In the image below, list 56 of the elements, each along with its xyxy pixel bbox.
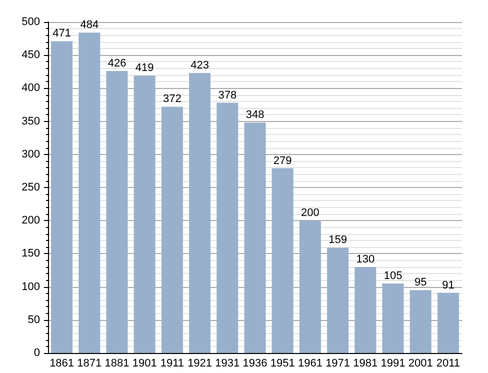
x-tick-label: 1951 — [270, 358, 295, 370]
x-tick-label: 1931 — [215, 358, 240, 370]
x-tick-label: 1881 — [104, 358, 130, 370]
bar — [327, 248, 349, 353]
data-label: 419 — [135, 62, 154, 74]
y-tick-label: 100 — [22, 280, 40, 293]
y-tick-label: 450 — [22, 49, 40, 62]
bar — [51, 41, 73, 353]
x-tick-label: 2001 — [408, 358, 433, 370]
bar — [410, 290, 432, 353]
bar — [272, 168, 294, 353]
data-label: 423 — [190, 59, 209, 72]
data-label: 200 — [301, 207, 320, 220]
data-label: 471 — [52, 28, 71, 40]
x-tick-label: 1871 — [77, 358, 102, 370]
data-label: 95 — [414, 276, 427, 289]
bar — [189, 72, 211, 353]
data-label: 279 — [273, 154, 292, 167]
bar — [354, 266, 376, 353]
bar — [106, 70, 128, 353]
x-tick-label: 1991 — [380, 358, 406, 370]
x-tick-label: 1981 — [353, 358, 378, 370]
x-tick-label: 1921 — [188, 358, 212, 370]
x-tick-label: 1971 — [326, 358, 350, 370]
bar — [216, 102, 238, 353]
y-tick-label: 400 — [22, 82, 40, 94]
bar — [134, 76, 156, 353]
bar — [437, 292, 459, 353]
bar — [78, 32, 100, 353]
bar — [382, 283, 404, 353]
y-tick-label: 50 — [28, 314, 40, 326]
data-label: 426 — [108, 57, 126, 70]
y-tick-label: 350 — [22, 115, 40, 128]
data-label: 130 — [356, 253, 375, 266]
y-tick-label: 150 — [22, 248, 40, 260]
data-label: 484 — [80, 19, 99, 32]
data-label: 91 — [442, 279, 454, 292]
x-tick-label: 1861 — [50, 358, 74, 370]
y-tick-label: 250 — [22, 182, 40, 194]
data-label: 348 — [246, 109, 264, 122]
bar — [244, 122, 266, 353]
y-tick-label: 200 — [22, 214, 40, 227]
y-tick-label: 0 — [34, 347, 40, 359]
y-tick-label: 300 — [22, 148, 40, 160]
x-tick-label: 1936 — [242, 358, 268, 370]
x-tick-label: 1961 — [298, 358, 322, 370]
y-tick-label: 500 — [22, 16, 40, 28]
data-label: 159 — [328, 234, 347, 246]
bar — [299, 220, 321, 353]
data-label: 105 — [384, 270, 402, 282]
x-tick-label: 2011 — [436, 358, 460, 370]
bar — [161, 106, 183, 353]
x-tick-label: 1901 — [132, 358, 157, 370]
data-label: 378 — [218, 89, 237, 102]
data-label: 372 — [163, 93, 182, 106]
x-tick-label: 1911 — [160, 358, 184, 370]
